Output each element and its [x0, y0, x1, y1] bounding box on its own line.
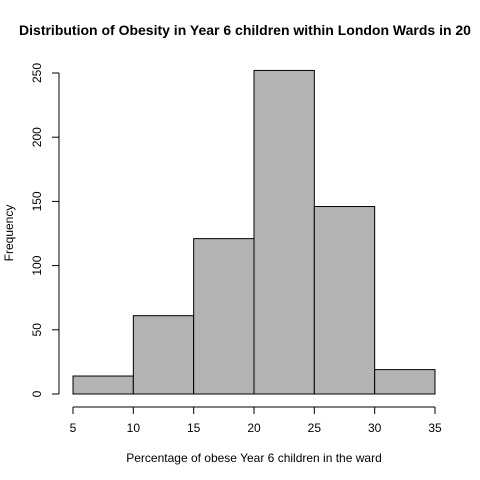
histogram-bar-10-15 [132, 315, 195, 395]
y-tick-label: 150 [30, 191, 44, 211]
y-axis-label: Frequency [2, 205, 16, 262]
histogram-bar-5-10 [72, 375, 134, 395]
y-tick-label: 200 [30, 127, 44, 147]
y-axis: 0 50 100 150 200 250 [30, 63, 60, 397]
histogram-bar-20-25 [253, 69, 315, 395]
histogram-bar-25-30 [313, 206, 376, 395]
y-tick-label: 0 [30, 390, 44, 397]
x-axis: 5 10 15 20 25 30 35 [70, 406, 442, 435]
histogram-bar-30-35 [374, 369, 436, 395]
y-tick-label: 250 [30, 63, 44, 83]
x-tick-label: 15 [187, 421, 201, 435]
histogram-bar-15-20 [193, 238, 255, 395]
x-tick-label: 5 [70, 421, 77, 435]
x-tick-label: 20 [247, 421, 261, 435]
x-tick-label: 35 [428, 421, 442, 435]
chart-title: Distribution of Obesity in Year 6 childr… [19, 22, 471, 38]
y-tick-label: 100 [30, 255, 44, 275]
x-tick-label: 25 [308, 421, 322, 435]
x-axis-label: Percentage of obese Year 6 children in t… [126, 451, 382, 465]
x-tick-label: 30 [368, 421, 382, 435]
x-tick-label: 10 [127, 421, 141, 435]
y-tick-label: 50 [30, 323, 44, 337]
bars-group [72, 69, 436, 395]
